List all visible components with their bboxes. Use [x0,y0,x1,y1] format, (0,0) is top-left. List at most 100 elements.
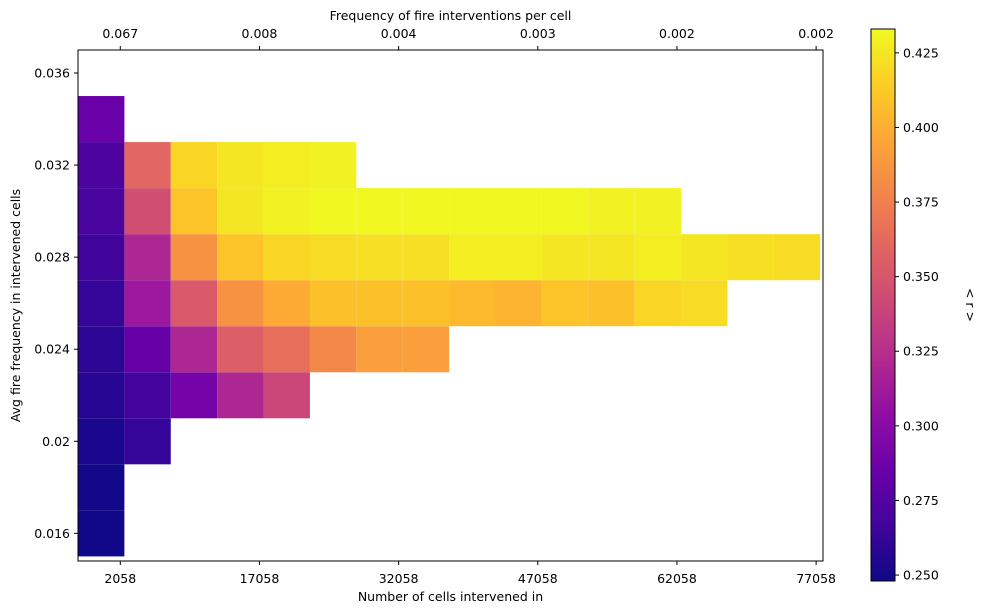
heatmap-cell [263,280,310,327]
colorbar-tick-label: 0.250 [903,568,939,583]
heatmap-cell [402,326,450,373]
heatmap-cell [78,418,125,465]
heatmap-cell [170,326,218,373]
heatmap-cell [449,188,496,235]
heatmap-cell [170,188,218,235]
heatmap-cell [263,234,310,281]
heatmap-cell [634,188,682,235]
heatmap-cell [78,142,125,189]
heatmap-cell [78,510,125,557]
colorbar-tick-label: 0.300 [903,418,939,433]
top-tick-label: 0.067 [102,26,138,41]
x-tick-label: 17058 [240,571,280,586]
heatmap-cell [356,234,403,281]
heatmap-cell [124,234,171,281]
heatmap-cell [124,326,171,373]
heatmap-cell [681,234,728,281]
heatmap-cell [634,280,682,327]
x-tick-label: 32058 [379,571,419,586]
heatmap-cell [124,280,171,327]
heatmap-cell [124,142,171,189]
heatmap-cell [449,280,496,327]
heatmap-cell [124,188,171,235]
heatmap-cell [541,234,589,281]
y-tick-label: 0.02 [42,434,70,449]
heatmap-cell [356,326,403,373]
heatmap-cell [78,326,125,373]
colorbar-tick-label: 0.400 [903,120,939,135]
heatmap-cell [773,234,821,281]
top-tick-label: 0.002 [798,26,834,41]
heatmap-cell [78,464,125,511]
heatmap-cell [588,280,635,327]
colorbar-tick-label: 0.425 [903,45,939,60]
heatmap-cell [402,280,450,327]
heatmap-cell [217,372,264,419]
heatmap-cell [78,280,125,327]
top-x-axis-label: Frequency of fire interventions per cell [330,8,572,23]
heatmap-cell [402,188,450,235]
colorbar-label: < r > [963,288,978,322]
colorbar-tick-label: 0.375 [903,195,939,210]
heatmap-cell [681,280,728,327]
heatmap-cell [217,326,264,373]
x-axis-ticks: 2058 17058 32058 47058 62058 77058 [104,561,836,586]
heatmap-cell [727,234,774,281]
heatmap-cell [217,188,264,235]
top-tick-label: 0.008 [242,26,278,41]
heatmap-cell [309,142,357,189]
y-tick-label: 0.032 [34,158,70,173]
y-axis-label: Avg fire frequency in intervened cells [8,189,23,422]
heatmap-cell [309,326,357,373]
heatmap-cell [309,234,357,281]
heatmap-cell [170,280,218,327]
x-tick-label: 2058 [104,571,136,586]
top-tick-label: 0.002 [659,26,695,41]
y-tick-label: 0.016 [34,526,70,541]
heatmap-cell [170,372,218,419]
y-axis-ticks: 0.016 0.02 0.024 0.028 0.032 0.036 [34,66,78,541]
heatmap-cell [495,280,542,327]
top-tick-label: 0.004 [381,26,417,41]
heatmap-cell [170,142,218,189]
heatmap-cell [78,188,125,235]
y-tick-label: 0.036 [34,66,70,81]
top-x-axis-ticks: 0.067 0.008 0.004 0.003 0.002 0.002 [102,26,834,50]
heatmap-cell [495,188,542,235]
heatmap-cell [124,372,171,419]
top-tick-label: 0.003 [520,26,556,41]
heatmap-cell [263,326,310,373]
plot-frame [77,49,824,562]
heatmap-cell [78,234,125,281]
heatmap-cell [588,234,635,281]
heatmap-cell [263,372,310,419]
heatmap-cell [309,280,357,327]
y-tick-label: 0.024 [34,342,70,357]
heatmap-cell [217,234,264,281]
colorbar-ticks: 0.250 0.275 0.300 0.325 0.350 0.375 0.400 0.425 [895,45,939,583]
heatmap-cell [217,142,264,189]
heatmap-cell [263,188,310,235]
heatmap-cell [495,234,542,281]
heatmap-cell [78,96,125,143]
heatmap-cell [541,188,589,235]
colorbar-tick-label: 0.275 [903,493,939,508]
heatmap-cell [263,142,310,189]
heatmap-cell [588,188,635,235]
x-axis-label: Number of cells intervened in [358,589,543,604]
heatmap-cell [541,280,589,327]
heatmap-cell [356,280,403,327]
heatmap-cell [170,234,218,281]
colorbar-tick-label: 0.350 [903,269,939,284]
heatmap-cell [449,234,496,281]
y-tick-label: 0.028 [34,250,70,265]
colorbar [870,28,896,582]
heatmap-cell [78,372,125,419]
colorbar-tick-label: 0.325 [903,344,939,359]
heatmap-cell [217,280,264,327]
heatmap-cell [402,234,450,281]
x-tick-label: 77058 [796,571,836,586]
heatmap-cell [356,188,403,235]
x-tick-label: 62058 [657,571,697,586]
